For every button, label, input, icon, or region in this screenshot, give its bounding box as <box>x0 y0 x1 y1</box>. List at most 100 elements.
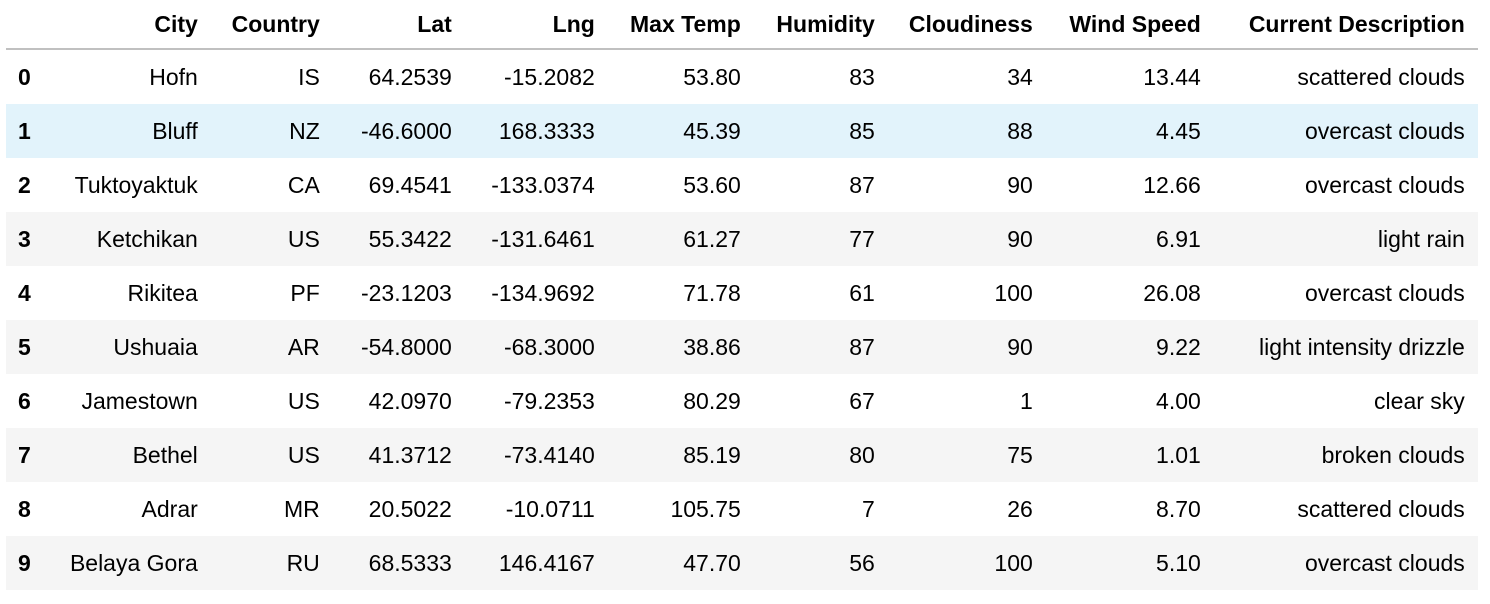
cell-cloudiness: 34 <box>1007 63 1033 90</box>
cell-country: US <box>287 225 320 252</box>
cell-max-temp: 53.60 <box>683 171 741 198</box>
table-row: 6 Jamestown US 42.0970 -79.2353 80.29 67 1 4.00 c… <box>6 374 1478 428</box>
cell-cloudiness: 75 <box>1007 441 1033 468</box>
dataframe-table: City Country Lat Lng Max Temp Humidity C… <box>6 0 1478 590</box>
cell-lng: -73.4140 <box>503 441 595 468</box>
cell-wind-speed: 9.22 <box>1156 333 1201 360</box>
cell-cloudiness: 88 <box>1007 117 1033 144</box>
cell-lng: -10.0711 <box>505 495 595 522</box>
cell-cloudiness: 100 <box>994 279 1033 306</box>
cell-current-description: scattered clouds <box>1297 63 1465 90</box>
cell-wind-speed: 12.66 <box>1143 171 1201 198</box>
column-header-current-description: Current Description <box>1213 0 1478 50</box>
cell-wind-speed: 26.08 <box>1143 279 1201 306</box>
table-row: 9 Belaya Gora RU 68.5333 146.4167 47.70 56 100 5… <box>6 536 1478 590</box>
cell-city: Tuktoyaktuk <box>74 171 198 198</box>
cell-country: US <box>287 441 320 468</box>
index-header <box>6 0 43 50</box>
cell-current-description: scattered clouds <box>1297 495 1465 522</box>
cell-max-temp: 85.19 <box>683 441 741 468</box>
header-row: City Country Lat Lng Max Temp Humidity C… <box>6 0 1478 50</box>
cell-lng: 146.4167 <box>498 549 595 576</box>
cell-current-description: light rain <box>1377 225 1465 252</box>
cell-country: PF <box>290 279 320 306</box>
table-row: 3 Ketchikan US 55.3422 -131.6461 61.27 77 90 6.9… <box>6 212 1478 266</box>
cell-max-temp: 45.39 <box>683 117 741 144</box>
cell-lng: -79.2353 <box>503 387 595 414</box>
cell-wind-speed: 1.01 <box>1156 441 1201 468</box>
cell-max-temp: 71.78 <box>683 279 741 306</box>
cell-city: Bethel <box>132 441 198 468</box>
cell-lat: 42.0970 <box>368 387 452 414</box>
column-header-lat: Lat <box>332 0 465 50</box>
cell-cloudiness: 26 <box>1007 495 1033 522</box>
cell-country: MR <box>284 495 320 522</box>
row-index: 0 <box>18 63 31 90</box>
column-header-humidity: Humidity <box>753 0 888 50</box>
row-index: 2 <box>18 171 31 198</box>
cell-current-description: broken clouds <box>1321 441 1465 468</box>
row-index: 9 <box>18 549 31 576</box>
cell-cloudiness: 90 <box>1007 225 1033 252</box>
table-row: 7 Bethel US 41.3712 -73.4140 85.19 80 75 1.01 bro… <box>6 428 1478 482</box>
cell-humidity: 83 <box>849 63 875 90</box>
cell-cloudiness: 100 <box>994 549 1033 576</box>
cell-cloudiness: 90 <box>1007 333 1033 360</box>
cell-wind-speed: 4.45 <box>1156 117 1201 144</box>
cell-humidity: 80 <box>849 441 875 468</box>
cell-city: Adrar <box>141 495 198 522</box>
cell-max-temp: 38.86 <box>683 333 741 360</box>
table-row: 4 Rikitea PF -23.1203 -134.9692 71.78 61 100 26.… <box>6 266 1478 320</box>
cell-country: IS <box>298 63 320 90</box>
column-header-city: City <box>42 0 211 50</box>
cell-cloudiness: 1 <box>1020 387 1033 414</box>
row-index: 6 <box>18 387 31 414</box>
cell-humidity: 7 <box>862 495 875 522</box>
cell-lng: 168.3333 <box>498 117 595 144</box>
cell-city: Ushuaia <box>113 333 198 360</box>
cell-city: Jamestown <box>81 387 198 414</box>
cell-lat: -46.6000 <box>360 117 452 144</box>
cell-lat: 64.2539 <box>368 63 452 90</box>
cell-country: NZ <box>289 117 320 144</box>
cell-wind-speed: 8.70 <box>1156 495 1201 522</box>
cell-current-description: clear sky <box>1374 387 1465 414</box>
cell-humidity: 85 <box>849 117 875 144</box>
table-row: 0 Hofn IS 64.2539 -15.2082 53.80 83 34 13.44 scat… <box>6 49 1478 104</box>
cell-humidity: 61 <box>849 279 875 306</box>
cell-max-temp: 47.70 <box>683 549 741 576</box>
row-index: 7 <box>18 441 31 468</box>
column-header-cloudiness: Cloudiness <box>887 0 1046 50</box>
cell-humidity: 87 <box>849 171 875 198</box>
table-row: 8 Adrar MR 20.5022 -10.0711 105.75 7 26 8.70 scat… <box>6 482 1478 536</box>
cell-wind-speed: 13.44 <box>1143 63 1201 90</box>
cell-city: Belaya Gora <box>69 549 198 576</box>
cell-country: AR <box>287 333 320 360</box>
cell-current-description: overcast clouds <box>1304 117 1465 144</box>
cell-lat: -23.1203 <box>360 279 452 306</box>
cell-max-temp: 61.27 <box>683 225 741 252</box>
cell-lat: 55.3422 <box>368 225 452 252</box>
cell-lng: -134.9692 <box>491 279 595 306</box>
cell-lat: -54.8000 <box>360 333 452 360</box>
cell-city: Rikitea <box>127 279 198 306</box>
cell-wind-speed: 6.91 <box>1156 225 1201 252</box>
cell-city: Ketchikan <box>96 225 198 252</box>
row-index: 5 <box>18 333 31 360</box>
row-index: 4 <box>18 279 31 306</box>
cell-lng: -131.6461 <box>491 225 595 252</box>
cell-max-temp: 53.80 <box>683 63 741 90</box>
cell-wind-speed: 4.00 <box>1156 387 1201 414</box>
cell-max-temp: 80.29 <box>683 387 741 414</box>
cell-wind-speed: 5.10 <box>1156 549 1201 576</box>
cell-lat: 69.4541 <box>368 171 452 198</box>
cell-city: Bluff <box>152 117 198 144</box>
cell-current-description: light intensity drizzle <box>1258 333 1465 360</box>
cell-humidity: 56 <box>849 549 875 576</box>
row-index: 3 <box>18 225 31 252</box>
column-header-country: Country <box>210 0 333 50</box>
cell-cloudiness: 90 <box>1007 171 1033 198</box>
column-header-max-temp: Max Temp <box>607 0 754 50</box>
cell-max-temp: 105.75 <box>670 495 741 522</box>
cell-country: CA <box>287 171 320 198</box>
